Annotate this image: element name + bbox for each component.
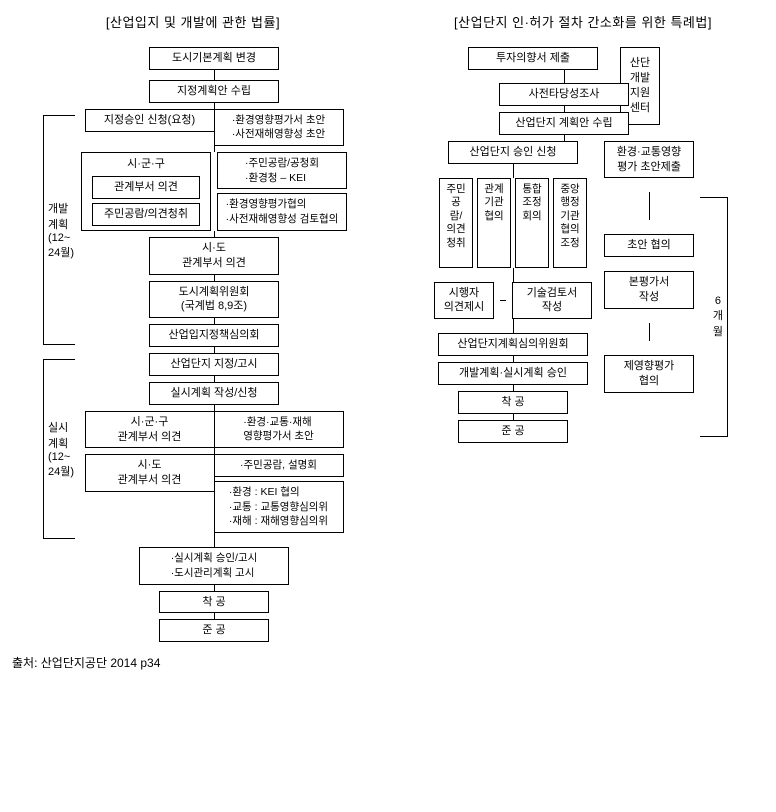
left-title: [산업입지 및 개발에 관한 법률] (106, 12, 280, 31)
node-l12: ·실시계획 승인/고시 ·도시관리계획 고시 (139, 547, 289, 584)
left-phase-brackets: 개발 계획 (12~ 24월) 실시 계획 (12~ 24월) (39, 47, 75, 642)
node-l3: 지정승인 신청(요청) (85, 109, 215, 132)
note-l11b: ·환경 : KEI 협의 ·교통 : 교통영향심의위 ·재해 : 재해영향심의위 (214, 481, 344, 533)
parallel-group: 주민 공람/ 의견 청취 관계 기관 협의 통합 조정 회의 중앙 행정 기관 … (439, 178, 587, 268)
node-l5: 시·도 관계부서 의견 (149, 237, 279, 275)
node-l6: 도시계획위원회 (국계법 8,9조) (149, 281, 279, 319)
note-l11a: ·주민공람, 설명회 (214, 454, 344, 477)
node-l1: 도시기본계획 변경 (149, 47, 279, 70)
node-r7: 개발계획·실시계획 승인 (438, 362, 588, 385)
vbox-4: 중앙 행정 기관 협의 조정 (553, 178, 587, 268)
right-title: [산업단지 인·허가 절차 간소화를 위한 특례법] (454, 12, 712, 31)
note-rs2: 본평가서 작성 (604, 271, 694, 309)
phase2-label: 실시 계획 (12~ 24월) (48, 419, 74, 479)
vbox-1: 주민 공람/ 의견 청취 (439, 178, 473, 268)
right-flow-wrap: 투자의향서 제출 산단 개발 지원 센터 사전타당성조사 산업단지 계획안 수립… (434, 47, 732, 443)
node-r4: 산업단지 승인 신청 (448, 141, 578, 164)
node-l4-head: 시·군·구 (127, 157, 165, 172)
note-l4a: ·주민공람/공청회 ·환경청 – KEI (217, 152, 347, 189)
note-l3: ·환경영향평가서 초안 ·사전재해영향성 초안 (214, 109, 344, 146)
node-r1: 투자의향서 제출 (468, 47, 598, 70)
node-r6: 산업단지계획심의위원회 (438, 333, 588, 356)
vbox-2: 관계 기관 협의 (477, 178, 511, 268)
right-phase-bracket: 6 개 월 (700, 197, 728, 437)
node-r5a: 시행자 의견제시 (434, 282, 494, 320)
node-l13: 착 공 (159, 591, 269, 614)
node-l9: 실시계획 작성/신청 (149, 382, 279, 405)
pair-l3: 지정승인 신청(요청) ·환경영향평가서 초안 ·사전재해영향성 초안 (85, 109, 344, 146)
node-l7: 산업입지정책심의회 (149, 324, 279, 347)
right-column: [산업단지 인·허가 절차 간소화를 위한 특례법] 투자의향서 제출 산단 개… (402, 12, 764, 443)
notes-l4: ·주민공람/공청회 ·환경청 – KEI ·환경영향평가협의 ·사전재해영향성 … (217, 152, 347, 231)
phase1-label: 개발 계획 (12~ 24월) (48, 200, 74, 260)
node-r5: 기술검토서 작성 (512, 282, 592, 320)
pair-l10: 시·군·구 관계부서 의견 ·환경·교통·재해 영향평가서 초안 (85, 411, 344, 449)
node-l11: 시·도 관계부서 의견 (85, 454, 215, 492)
notes-l11: ·주민공람, 설명회 ·환경 : KEI 협의 ·교통 : 교통영향심의위 ·재… (214, 454, 344, 533)
row-r4: 산업단지 승인 신청 주민 공람/ 의견 청취 관계 기관 협의 통합 조정 회… (434, 141, 694, 443)
left-flow: 도시기본계획 변경 지정계획안 수립 지정승인 신청(요청) ·환경영향평가서 … (81, 47, 347, 642)
node-l14: 준 공 (159, 619, 269, 642)
right-flow: 투자의향서 제출 산단 개발 지원 센터 사전타당성조사 산업단지 계획안 수립… (434, 47, 694, 443)
note-rs1: 초안 협의 (604, 234, 694, 257)
phase1-bracket: 개발 계획 (12~ 24월) (43, 115, 75, 345)
node-l4b: 주민공람/의견청취 (92, 203, 200, 226)
node-r9: 준 공 (458, 420, 568, 443)
node-l8: 산업단지 지정/고시 (149, 353, 279, 376)
node-r3: 산업단지 계획안 수립 (499, 112, 629, 135)
pair-l11: 시·도 관계부서 의견 ·주민공람, 설명회 ·환경 : KEI 협의 ·교통 … (85, 454, 344, 533)
node-l10: 시·군·구 관계부서 의견 (85, 411, 215, 449)
source-line: 출처: 산업단지공단 2014 p34 (12, 654, 764, 671)
note-rs3: 제영향평가 협의 (604, 355, 694, 393)
left-flow-wrap: 개발 계획 (12~ 24월) 실시 계획 (12~ 24월) 도시기본계획 변… (39, 47, 347, 642)
vbox-3: 통합 조정 회의 (515, 178, 549, 268)
note-r4s: 환경·교통영향 평가 초안제출 (604, 141, 694, 179)
right-side-notes: 환경·교통영향 평가 초안제출 초안 협의 본평가서 작성 제영향평가 협의 (604, 141, 694, 393)
note-l10: ·환경·교통·재해 영향평가서 초안 (214, 411, 344, 448)
node-r8: 착 공 (458, 391, 568, 414)
node-r2: 사전타당성조사 (499, 83, 629, 106)
note-l4b: ·환경영향평가협의 ·사전재해영향성 검토협의 (217, 193, 347, 230)
right-phase-label: 6 개 월 (713, 295, 723, 339)
phase2-bracket: 실시 계획 (12~ 24월) (43, 359, 75, 539)
node-l4-outer: 시·군·구 관계부서 의견 주민공람/의견청취 (81, 152, 211, 231)
left-column: [산업입지 및 개발에 관한 법률] 개발 계획 (12~ 24월) 실시 계획… (12, 12, 374, 642)
group-l4: 시·군·구 관계부서 의견 주민공람/의견청취 ·주민공람/공청회 ·환경청 –… (81, 152, 347, 231)
diagram-columns: [산업입지 및 개발에 관한 법률] 개발 계획 (12~ 24월) 실시 계획… (12, 12, 764, 642)
node-l4a: 관계부서 의견 (92, 176, 200, 199)
node-l2: 지정계획안 수립 (149, 80, 279, 103)
row-r5: 시행자 의견제시 기술검토서 작성 (434, 282, 592, 320)
right-phase-bracket-col: 6 개 월 (700, 47, 732, 443)
